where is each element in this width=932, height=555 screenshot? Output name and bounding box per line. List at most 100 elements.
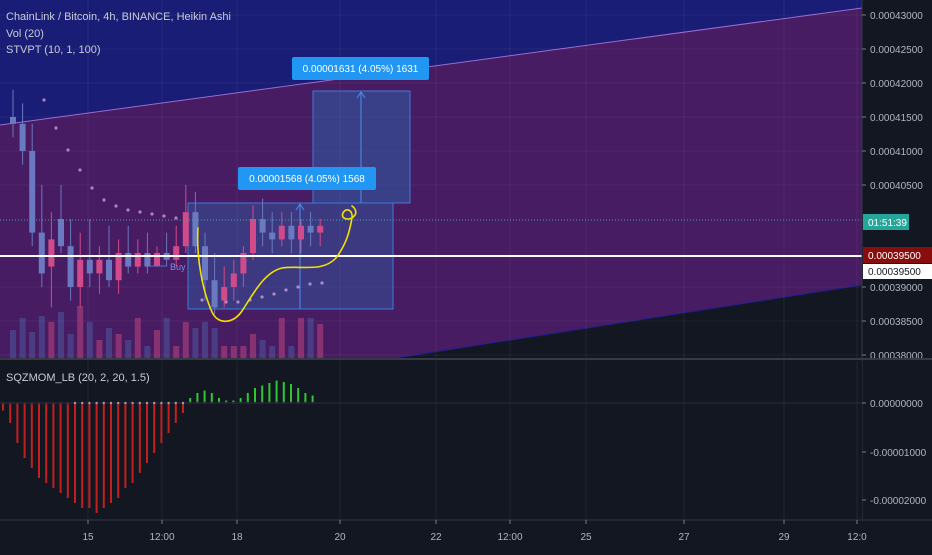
candle-body [19,123,26,151]
sqz-dot [210,401,213,405]
candle-body [240,253,247,274]
candle-body [38,232,45,274]
time-tick-label: 29 [778,532,790,543]
candle-body [86,259,93,274]
sqz-dot [109,401,113,405]
time-tick-label: 27 [678,532,690,543]
volume-bar [96,340,103,358]
sqz-dot [253,401,257,405]
level-red-text: 0.00039500 [868,251,921,262]
time-ticks: 15 12:00 18 20 22 12:00 25 27 29 12:0 [82,520,867,543]
sqz-dot [102,401,106,405]
volume-bar [182,322,189,358]
sqz-dot [81,401,84,405]
sqz-bar [225,400,228,403]
stvpt-dot [54,126,58,130]
indicator-tick-label: -0.00002000 [870,496,927,507]
sqz-bar [45,403,48,483]
sqz-bar [232,400,235,403]
sqz-dot [189,401,192,405]
stvpt-dot [224,300,228,304]
sqz-dot [174,401,177,405]
volume-bar [211,328,218,358]
time-tick-label: 15 [82,532,94,543]
sqz-bar [282,382,285,403]
candle-body [67,246,74,287]
sqz-bar [210,393,213,403]
channel-top-line[interactable] [0,7,862,126]
sqz-dot [153,401,156,405]
sqz-bar [146,403,148,463]
volume-bar [221,346,228,358]
sqz-bar [203,390,206,403]
upper-measure-label[interactable]: 0.00001631 (4.05%) 1631 [292,57,429,80]
stvpt-dot [126,208,130,212]
volume-bar [288,346,295,358]
time-tick-label: 22 [430,532,442,543]
sqz-bar [138,403,141,473]
volume-bar [86,322,93,358]
channel-bottom-line[interactable] [0,284,862,420]
sqz-dot [73,401,77,405]
price-tick-label: 0.00040500 [870,181,923,192]
symbol-title: ChainLink / Bitcoin, 4h, BINANCE, Heikin… [6,11,231,23]
price-axis[interactable] [862,0,932,358]
upper-measure-text: 0.00001631 (4.05%) 1631 [303,64,419,75]
volume-bar [240,346,247,358]
candle-body [154,253,160,267]
hand-drawn-curve[interactable] [196,205,357,323]
candle-body [317,225,324,233]
volume-bar [163,318,170,358]
lower-measure-arrowhead [295,203,305,211]
sqz-bar [81,403,84,508]
stvpt-dot [260,295,264,299]
sqz-bar [124,403,127,488]
sqz-bar [9,403,12,423]
sqz-bar [297,388,300,403]
sqz-bar [261,385,264,403]
time-axis[interactable] [0,520,932,550]
stvpt-dot [272,292,276,296]
indicator-ticks: 0.00000000 -0.00001000 -0.00002000 [862,399,927,507]
sqz-dot [203,401,206,405]
sqz-bar [59,403,62,493]
candle-body [288,225,295,240]
volume-bar [48,322,55,358]
sqz-dot [88,401,91,405]
volume-bar [10,330,16,358]
volume-bar [29,332,36,358]
candle-body [278,225,285,240]
volume-bar [154,330,160,358]
price-ticks: 0.00043000 0.00042500 0.00042000 0.00041500… [862,11,923,362]
lower-measure-text: 0.00001568 (4.05%) 1568 [249,174,365,185]
volume-bar [144,346,151,358]
sqz-dot [217,401,221,405]
candle-body [77,259,84,287]
sqz-dot [23,401,26,405]
sqz-bar [131,403,134,483]
sqz-bar [304,393,307,403]
level-white-badge: 0.00039500 [863,264,932,279]
sqz-bar [88,403,91,508]
candle-body [221,287,228,301]
candle-body [250,219,256,253]
squeeze-histogram [1,380,314,513]
indicator-label: SQZMOM_LB (20, 2, 20, 1.5) [6,372,150,384]
sqz-dot [232,401,235,405]
countdown-badge: 01:51:39 [863,214,909,230]
sqz-bar [66,403,69,498]
sqz-dot [275,401,278,405]
indicator-pane[interactable] [0,361,862,519]
buy-label: Buy [170,262,186,272]
sqz-bar [2,403,4,411]
sqz-dot [45,401,48,405]
sqz-bar [110,403,112,503]
sqz-dot [160,401,163,405]
lower-measure-label[interactable]: 0.00001568 (4.05%) 1568 [238,167,376,190]
candle-body [192,212,199,247]
sqz-dot [9,401,12,405]
stvpt-dot [42,98,46,102]
time-tick-label: 12:00 [497,532,522,543]
volume-bar [278,318,285,358]
